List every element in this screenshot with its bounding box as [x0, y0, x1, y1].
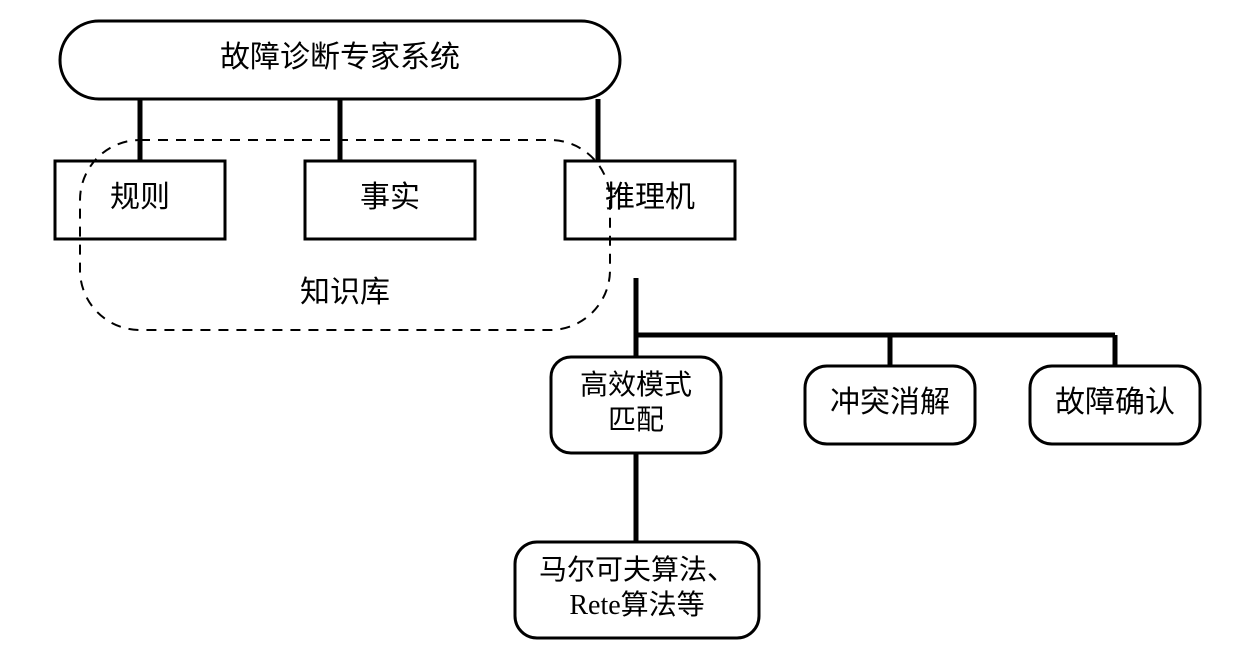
label-engine: 推理机	[605, 181, 695, 214]
label-root: 故障诊断专家系统	[220, 41, 460, 74]
label-match-line1: 匹配	[608, 405, 664, 436]
label-confirm: 故障确认	[1055, 386, 1175, 419]
diagram-canvas: 故障诊断专家系统规则 事实 推理机知识库高效模式匹配 冲突消解 故障确认马尔可夫算法、R…	[0, 0, 1239, 647]
label-match-line0: 高效模式	[580, 369, 692, 401]
label-facts: 事实	[360, 181, 420, 214]
label-algos-line1: Rete算法等	[569, 589, 704, 621]
label-kb_group: 知识库	[300, 276, 390, 309]
label-resolve: 冲突消解	[830, 386, 950, 419]
label-algos-line0: 马尔可夫算法、	[539, 554, 735, 586]
label-rules: 规则	[110, 181, 170, 214]
